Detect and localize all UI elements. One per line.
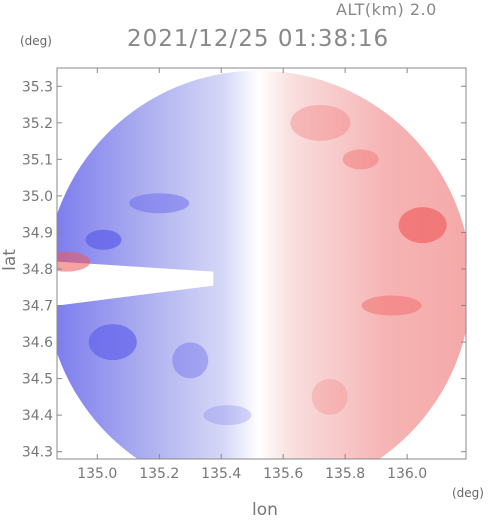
radar-coverage [57,70,466,459]
x-tick-label: 135.2 [139,466,179,482]
x-tick-label: 135.6 [263,466,303,482]
no-data-wedge [57,261,214,306]
x-tick-label: 136.0 [387,466,427,482]
x-tick-label: 135.0 [77,466,117,482]
y-tick-label: 34.9 [22,225,53,241]
velocity-patch [203,405,252,426]
y-tick-label: 35.1 [22,152,53,168]
y-tick-label: 34.8 [22,262,53,278]
velocity-patch [342,149,379,170]
x-unit-label: (deg) [452,486,484,500]
y-tick-label: 34.3 [22,445,53,461]
y-tick-label: 35.3 [22,79,53,95]
y-tick-label: 34.4 [22,408,53,424]
velocity-patch [311,378,348,415]
y-tick-label: 35.2 [22,116,53,132]
altitude-label: ALT(km) 2.0 [336,0,437,19]
y-tick-label: 34.5 [22,372,53,388]
y-unit-label: (deg) [20,34,52,48]
y-tick-label: 34.7 [22,299,53,315]
velocity-patch [398,207,447,244]
velocity-patch [361,295,422,316]
velocity-patch [57,251,91,272]
x-tick-label: 135.4 [201,466,241,482]
velocity-patch [88,324,137,361]
plot-frame [56,67,467,460]
x-axis-label: lon [252,500,278,520]
velocity-patch [85,229,122,250]
velocity-patch [172,342,209,379]
y-tick-label: 35.0 [22,189,53,205]
velocity-field [57,70,466,459]
velocity-patch [290,104,351,141]
chart-title-datetime: 2021/12/25 01:38:16 [127,26,390,52]
velocity-patch [129,193,190,214]
y-tick-label: 34.6 [22,335,53,351]
x-tick-label: 135.8 [325,466,365,482]
